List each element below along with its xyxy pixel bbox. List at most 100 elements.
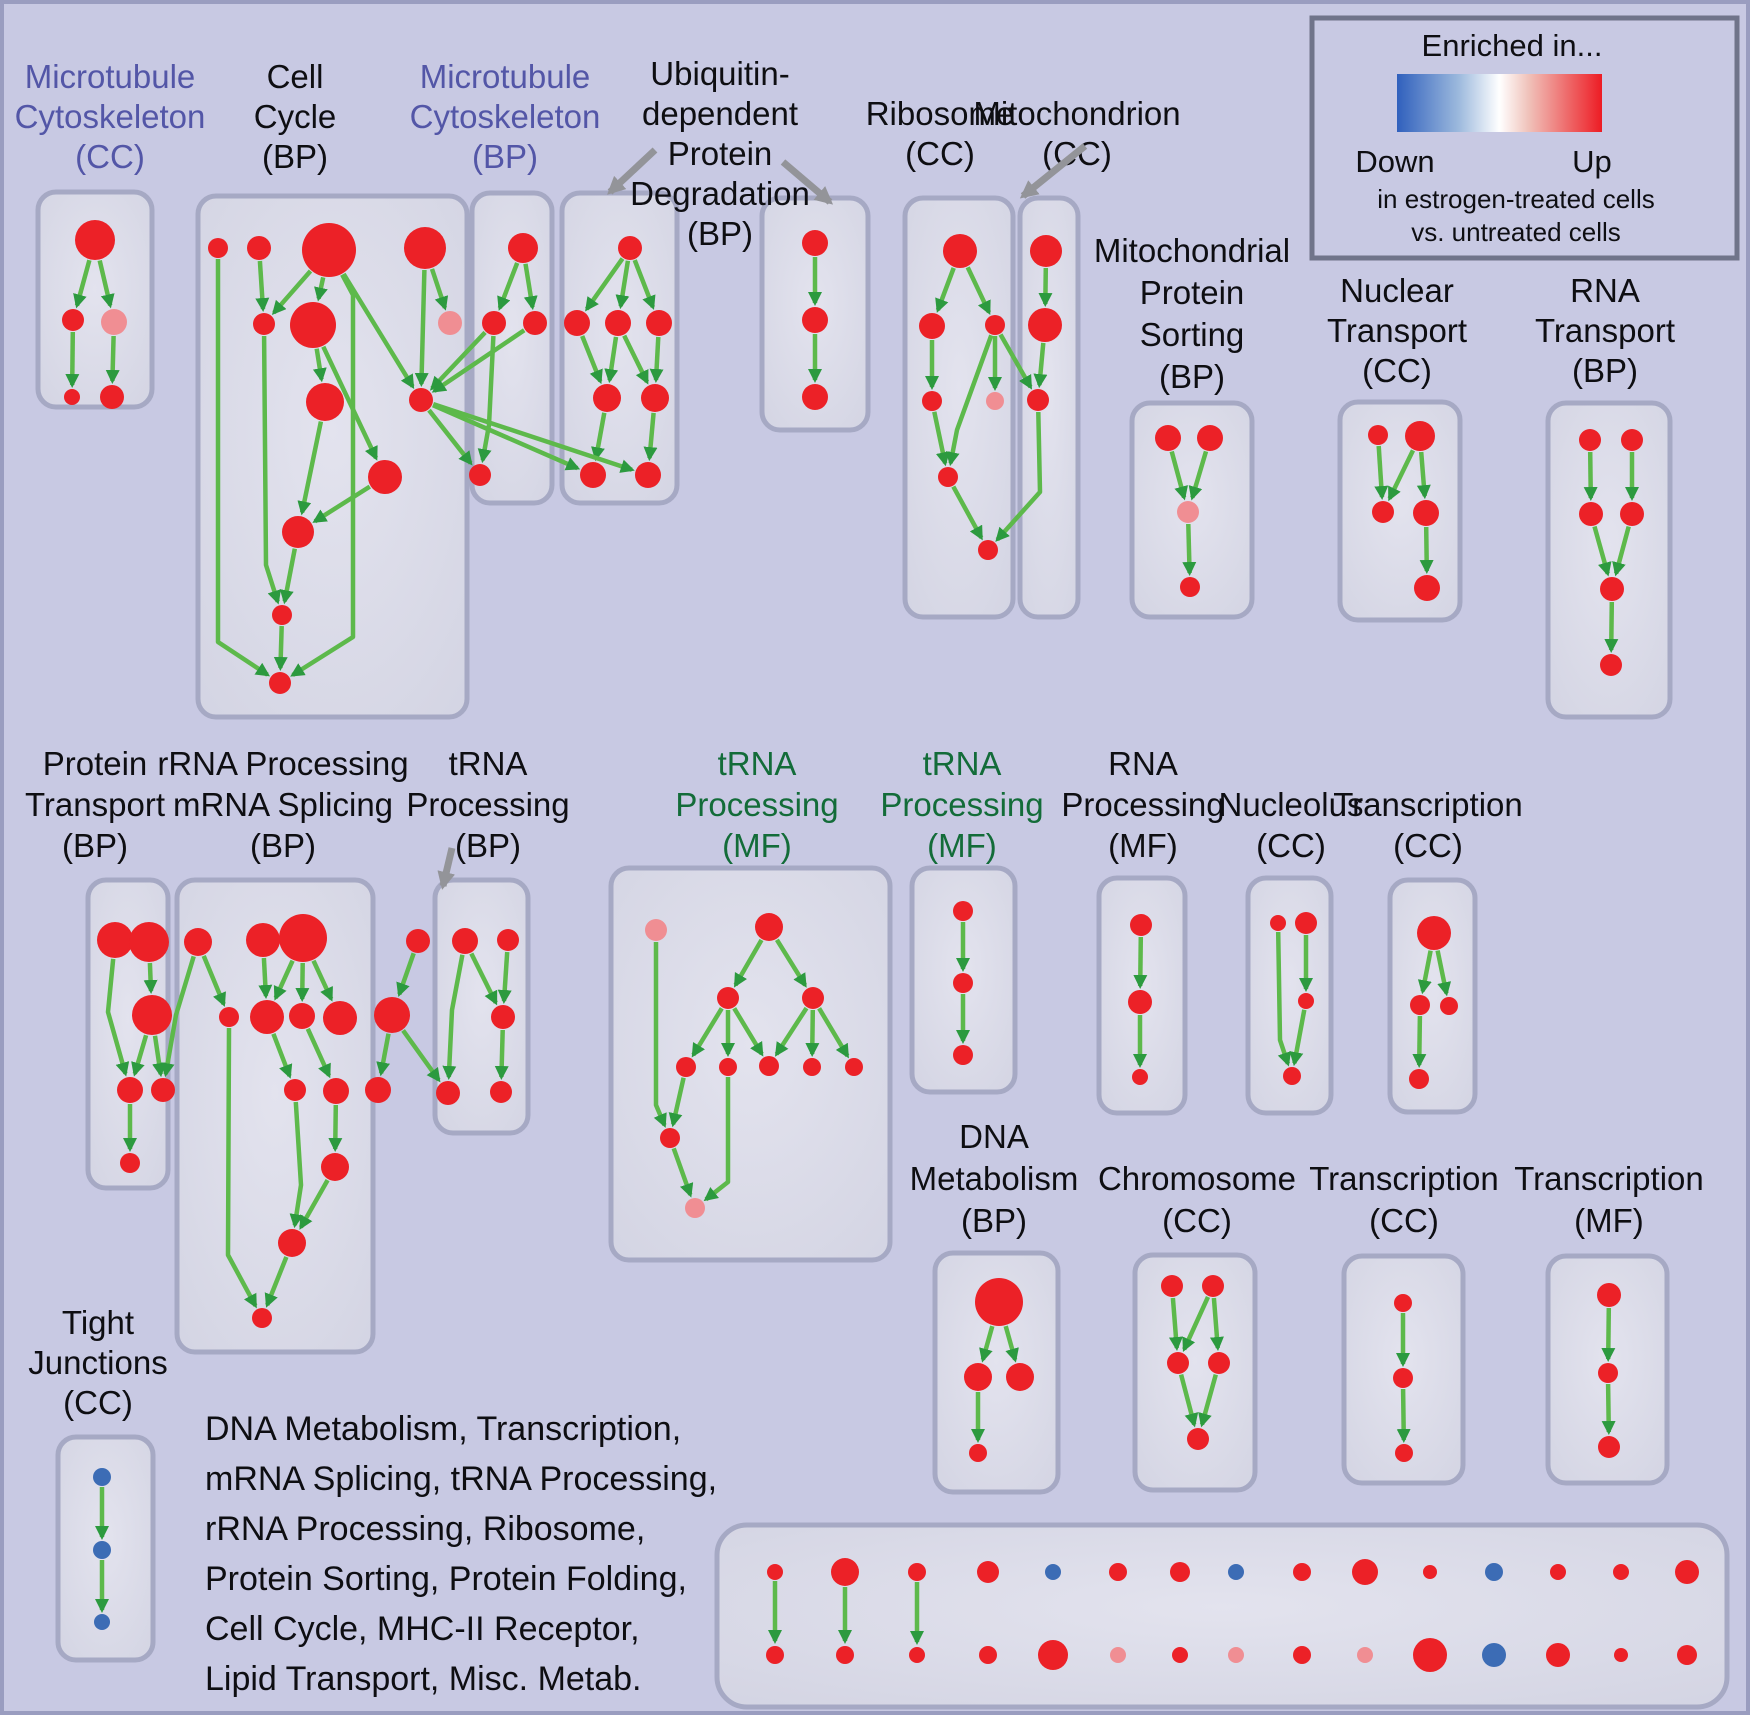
node-cc-c bbox=[302, 223, 356, 277]
edge-ub1-8 bbox=[643, 412, 658, 462]
cluster-label-line: mRNA Splicing bbox=[173, 786, 393, 823]
cluster-label-line: (CC) bbox=[1362, 352, 1432, 389]
node-rt-a bbox=[1579, 429, 1601, 451]
edge-mito-0 bbox=[1038, 267, 1053, 307]
edge-tmf1-10 bbox=[671, 1147, 694, 1198]
strip-dot-11-top bbox=[1485, 1563, 1503, 1581]
node-pt-b bbox=[129, 922, 169, 962]
node-nt-a bbox=[1368, 425, 1388, 445]
node-dm-b bbox=[964, 1363, 992, 1391]
node-tj-b bbox=[93, 1541, 111, 1559]
cluster-label-line: Metabolism bbox=[910, 1160, 1079, 1197]
node-tc3-a bbox=[1394, 1294, 1412, 1312]
cluster-label-ub1: Ubiquitin-dependent Protein Degradation (BP… bbox=[630, 55, 810, 252]
strip-dot-4-bottom bbox=[1038, 1640, 1068, 1670]
edge-ms-1 bbox=[1188, 450, 1209, 501]
node-rt-c bbox=[1579, 502, 1603, 526]
cluster-label-line: (CC) bbox=[1256, 827, 1326, 864]
cluster-label-line: (MF) bbox=[722, 827, 792, 864]
node-tmf3-b bbox=[1598, 1363, 1618, 1383]
node-nu-d bbox=[1283, 1067, 1301, 1085]
edge-ms-2 bbox=[1182, 523, 1197, 576]
node-tc2-a bbox=[1417, 916, 1451, 950]
node-mt_cc-B bbox=[62, 309, 84, 331]
cluster-label-line: Processing bbox=[406, 786, 569, 823]
node-rr-h2 bbox=[374, 997, 410, 1033]
legend-up-label: Up bbox=[1572, 144, 1612, 179]
edge-ub1-5 bbox=[622, 334, 650, 385]
node-nt-d bbox=[1413, 500, 1439, 526]
edge-cc-4 bbox=[341, 272, 415, 389]
cluster-label-line: Nucleolus bbox=[1219, 786, 1364, 823]
cluster-label-line: Transport bbox=[1327, 312, 1467, 349]
node-rib-M bbox=[985, 315, 1005, 335]
ubiquitin-left-pointer-icon bbox=[607, 147, 658, 195]
strip-dot-3-top bbox=[977, 1561, 999, 1583]
cluster-label-line: (BP) bbox=[62, 827, 128, 864]
node-nt-e bbox=[1414, 575, 1440, 601]
node-ub1-b1 bbox=[580, 462, 606, 488]
cluster-label-line: Nuclear bbox=[1340, 272, 1454, 309]
cluster-label-mt_bp: Microtubule Cytoskeleton (BP) bbox=[410, 58, 601, 175]
node-mito-n1 bbox=[1030, 235, 1062, 267]
strip-dot-10-bottom bbox=[1413, 1638, 1447, 1672]
cluster-label-tc3: Transcription (CC) bbox=[1309, 1160, 1499, 1239]
cluster-label-line: (MF) bbox=[927, 827, 997, 864]
edge-nu-2 bbox=[1289, 1009, 1307, 1067]
edge-rr-8 bbox=[376, 1033, 391, 1077]
node-tc3-c bbox=[1395, 1444, 1413, 1462]
edge-tmf1-6 bbox=[805, 1009, 820, 1057]
node-tmf1-e bbox=[719, 1058, 737, 1076]
edge-rr-9 bbox=[328, 1104, 343, 1152]
cluster-label-rt: RNA Transport (BP) bbox=[1535, 272, 1675, 389]
edge-rr-2 bbox=[273, 959, 295, 1001]
node-tmf1-h bbox=[845, 1058, 863, 1076]
node-mt_cc-E bbox=[100, 385, 124, 409]
edge-nt-3 bbox=[1419, 526, 1434, 574]
node-ch-b bbox=[1202, 1275, 1224, 1297]
node-rp-b bbox=[1128, 990, 1152, 1014]
cluster-label-tc2: Transcription (CC) bbox=[1333, 786, 1523, 864]
strip-dot-6-top bbox=[1170, 1562, 1190, 1582]
strip-dot-2-bottom bbox=[909, 1647, 925, 1663]
node-rr-k bbox=[321, 1153, 349, 1181]
strip-dot-5-top bbox=[1109, 1563, 1127, 1581]
node-rr-b bbox=[246, 923, 280, 957]
legend-box bbox=[1309, 15, 1740, 261]
edge-ub1-2 bbox=[632, 259, 656, 310]
cluster-label-line: (CC) bbox=[1162, 1202, 1232, 1239]
strip-dot-3-bottom bbox=[979, 1646, 997, 1664]
node-rp-a bbox=[1130, 914, 1152, 936]
edge-tbp-2 bbox=[442, 954, 465, 1080]
node-rr-h bbox=[323, 1001, 357, 1035]
edge-rt-4 bbox=[1604, 601, 1619, 653]
strip-dot-7-top bbox=[1228, 1564, 1244, 1580]
misc-text-line-0: DNA Metabolism, Transcription, bbox=[205, 1410, 681, 1448]
strip-box bbox=[714, 1522, 1730, 1710]
cluster-label-line: Degradation bbox=[630, 175, 810, 212]
node-rt-b bbox=[1621, 429, 1643, 451]
node-tmf1-c bbox=[802, 987, 824, 1009]
node-cc-j bbox=[368, 460, 402, 494]
edge-cc-9 bbox=[312, 348, 327, 383]
edge-rr-7 bbox=[305, 1027, 332, 1079]
cluster-label-line: RNA bbox=[1570, 272, 1640, 309]
cluster-label-nt: Nuclear Transport (CC) bbox=[1327, 272, 1467, 389]
edge-rib-4 bbox=[932, 411, 950, 467]
cluster-label-line: (CC) bbox=[1393, 827, 1463, 864]
edge-tmf1-7 bbox=[817, 1007, 850, 1059]
strip-dot-2-top bbox=[908, 1563, 926, 1581]
cluster-label-line: DNA bbox=[959, 1118, 1029, 1155]
node-cc-m bbox=[269, 672, 291, 694]
node-cc-l bbox=[272, 605, 292, 625]
edge-cc-7 bbox=[414, 269, 429, 387]
cluster-label-line: RNA bbox=[1108, 745, 1178, 782]
cross-edge-1 bbox=[431, 328, 526, 393]
node-ub1-r2 bbox=[605, 310, 631, 336]
cluster-label-line: Mitochondrion bbox=[973, 95, 1180, 132]
edge-cc-12 bbox=[312, 484, 372, 524]
node-rt-d bbox=[1620, 502, 1644, 526]
node-tmf1-q bbox=[685, 1198, 705, 1218]
edge-ub1-3 bbox=[580, 335, 603, 385]
